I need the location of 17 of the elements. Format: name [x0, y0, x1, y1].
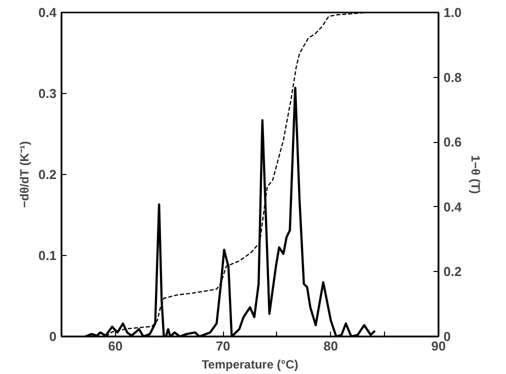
- y2-axis-title: 1−θ (T): [468, 155, 483, 194]
- y-tick-label: 0.2: [38, 167, 57, 182]
- y-tick-label: 0.3: [38, 86, 57, 101]
- y-tick-label: 0: [49, 329, 57, 344]
- x-tick-label: 70: [216, 338, 230, 354]
- y2-tick-label: 1.0: [444, 5, 462, 20]
- x-axis-title: Temperature (°C): [202, 358, 298, 372]
- y2-tick-label: 0.6: [444, 134, 462, 150]
- y2-tick-label: 0: [444, 329, 451, 344]
- y2-tick-label: 0.4: [444, 199, 462, 214]
- y2-tick-label: 0.8: [444, 70, 462, 85]
- y-tick-label: 0.1: [38, 248, 57, 263]
- y-axis-title: −dθ/dT (K⁻¹): [17, 141, 32, 208]
- y-tick-label: 0.4: [38, 5, 58, 20]
- x-tick-label: 60: [108, 338, 123, 354]
- y2-tick-label: 0.2: [444, 264, 462, 280]
- x-tick-label: 80: [324, 338, 338, 354]
